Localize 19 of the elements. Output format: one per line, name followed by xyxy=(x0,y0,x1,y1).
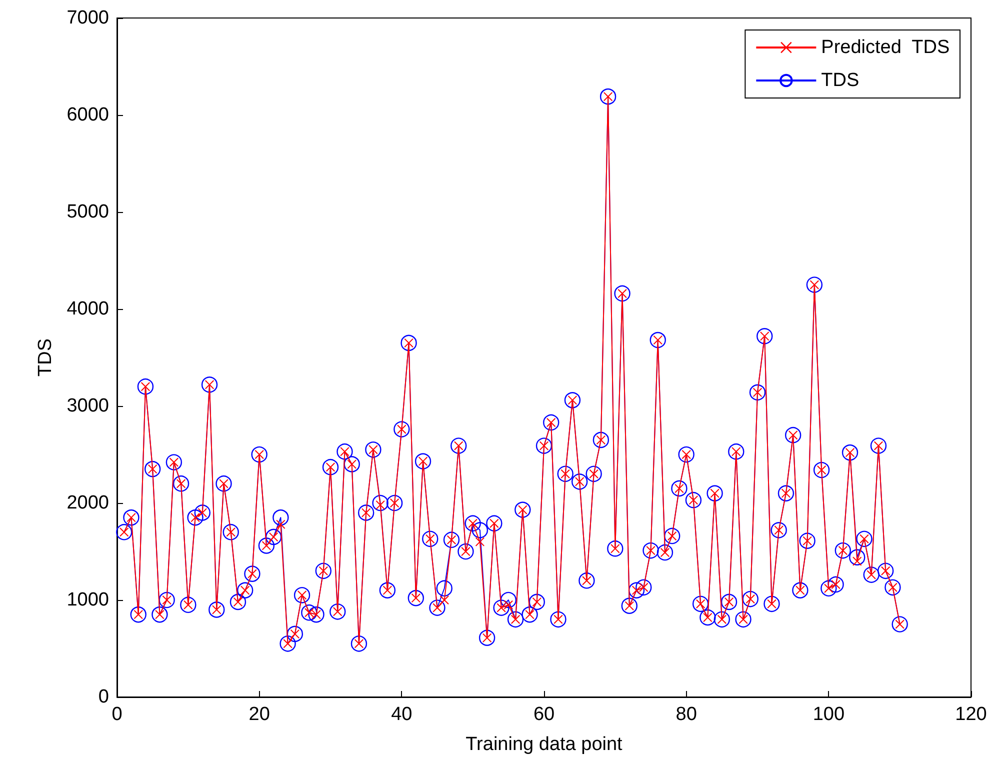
x-tick-label: 20 xyxy=(248,704,270,725)
y-tick-label: 0 xyxy=(98,686,109,708)
y-tick-label: 1000 xyxy=(66,590,109,610)
x-tick-label: 120 xyxy=(955,704,987,725)
y-axis-title: TDS xyxy=(35,338,56,376)
y-tick-label: 2000 xyxy=(66,492,109,514)
y-tick-label: 4000 xyxy=(66,298,109,320)
y-tick-label: 7000 xyxy=(66,8,109,28)
y-tick-label: 3000 xyxy=(66,396,109,416)
x-tick-label: 100 xyxy=(812,704,845,725)
x-tick-label: 0 xyxy=(112,704,122,725)
y-tick-label: 6000 xyxy=(66,104,109,126)
y-tick-label: 5000 xyxy=(66,202,109,222)
x-tick-label: 80 xyxy=(676,704,697,725)
x-axis-title: Training data point xyxy=(466,734,624,755)
legend-label: TDS xyxy=(821,70,860,91)
legend-label: Predicted TDS xyxy=(821,37,950,58)
x-tick-label: 40 xyxy=(391,704,412,725)
x-tick-label: 60 xyxy=(533,704,555,725)
